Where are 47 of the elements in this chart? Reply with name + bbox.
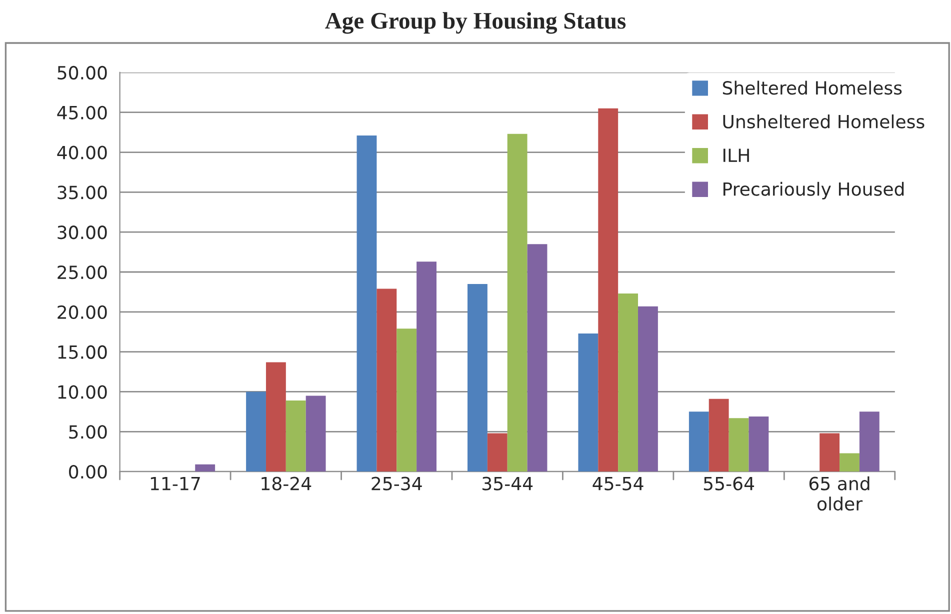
x-tick-label: 18-24 [262, 476, 312, 490]
bar [688, 412, 709, 472]
x-tick-label: 55-64 [704, 476, 754, 490]
bar [578, 333, 598, 472]
bar [396, 328, 417, 472]
chart-title: Age Group by Housing Status [325, 12, 626, 34]
y-tick-label: 5.00 [69, 425, 107, 439]
bar [507, 134, 528, 472]
y-tick-label: 0.00 [69, 465, 107, 479]
y-tick-label: 30.00 [58, 226, 107, 240]
bar [356, 136, 377, 472]
bar [487, 433, 508, 472]
bar [416, 262, 436, 472]
bar [748, 416, 769, 472]
x-tick-label: 35-44 [482, 476, 533, 490]
y-tick-label: 50.00 [58, 66, 107, 80]
x-tick-label: 25-34 [372, 476, 422, 490]
y-tick-label: 40.00 [57, 146, 107, 160]
y-tick-label: 15.00 [58, 345, 107, 359]
bar [195, 464, 216, 472]
y-tick-label: 35.00 [58, 186, 107, 200]
bar [820, 433, 840, 472]
bar [306, 396, 326, 472]
bar [266, 362, 286, 472]
legend-label: Precariously Housed [724, 182, 904, 200]
y-tick-label: 10.00 [58, 385, 107, 399]
bar [376, 288, 397, 472]
x-tick-label: 65 and older [809, 476, 870, 511]
y-tick-label: 25.00 [58, 265, 107, 280]
bar [598, 108, 618, 472]
bar [286, 400, 306, 472]
legend-label: ILH [724, 148, 749, 162]
bar [708, 398, 729, 472]
bar [638, 306, 658, 472]
x-tick-label: 11-17 [150, 476, 200, 490]
bar [859, 412, 880, 472]
bar [246, 392, 266, 472]
bar [527, 244, 548, 472]
legend-label: Sheltered Homeless [722, 80, 902, 95]
bar [618, 294, 638, 472]
x-tick-label: 45-54 [592, 476, 644, 490]
y-tick-label: 45.00 [57, 106, 107, 120]
bar [728, 418, 749, 472]
legend-label: Unsheltered Homeless [723, 114, 924, 128]
y-tick-label: 20.00 [58, 305, 107, 320]
bar [840, 453, 860, 472]
bar [468, 284, 488, 472]
